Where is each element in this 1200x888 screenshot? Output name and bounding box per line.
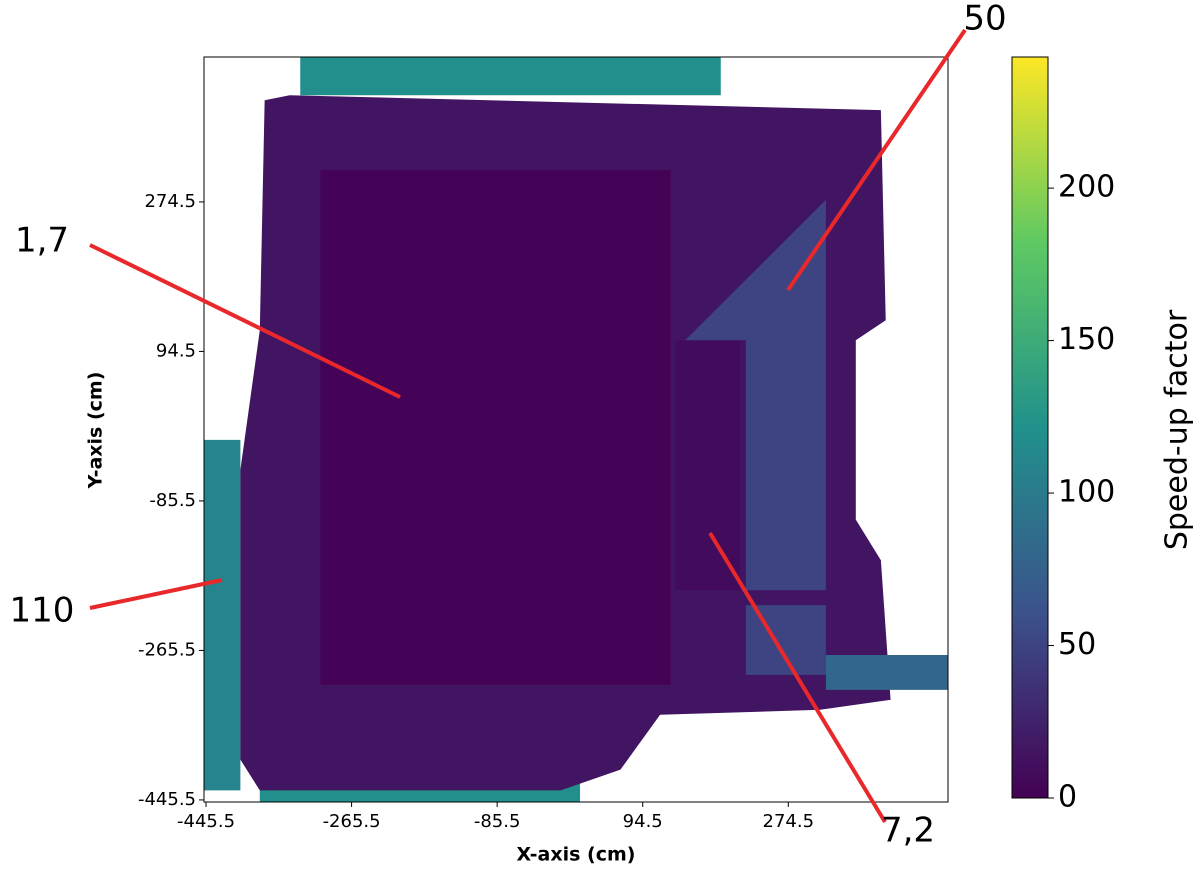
annotation-line [786,28,967,292]
heatmap-region [825,654,948,690]
annotation-lines [89,28,967,824]
x-tick-label: -85.5 [474,811,521,832]
heatmap-region [204,439,241,791]
colorbar-tick-label: 200 [1058,170,1115,205]
plot-frame [203,56,949,803]
y-tick-label: -265.5 [138,639,196,660]
colorbar [1011,56,1049,799]
y-tick-label: -445.5 [138,789,196,810]
x-tick-label: 94.5 [623,811,663,832]
heatmap-region [685,199,826,591]
colorbar-tick-label: 0 [1058,780,1077,815]
y-axis-label: Y-axis (cm) [85,372,107,490]
annotation: 50 [963,0,1006,39]
x-tick-label: -265.5 [323,811,381,832]
y-tick-label: 274.5 [144,191,196,212]
annotation-line [708,531,887,824]
heatmap-region [320,169,671,685]
x-axis-label: X-axis (cm) [517,844,636,866]
annotation: 7,2 [881,811,935,851]
annotation-line [89,243,401,399]
x-tick-label: -445.5 [177,811,235,832]
heatmap-region [300,57,721,96]
colorbar-tick-label: 50 [1058,627,1096,662]
heatmap-region [675,340,741,591]
annotation: 1,7 [15,221,69,261]
annotation-line [89,578,223,610]
colorbar-tick-label: 100 [1058,475,1115,510]
colorbar-label: Speed-up factor [1160,309,1195,550]
colorbar-tick-label: 150 [1058,322,1115,357]
annotation: 110 [10,591,75,631]
y-tick-label: 94.5 [156,340,196,361]
y-tick-label: -85.5 [149,490,196,511]
x-tick-label: 274.5 [763,811,815,832]
